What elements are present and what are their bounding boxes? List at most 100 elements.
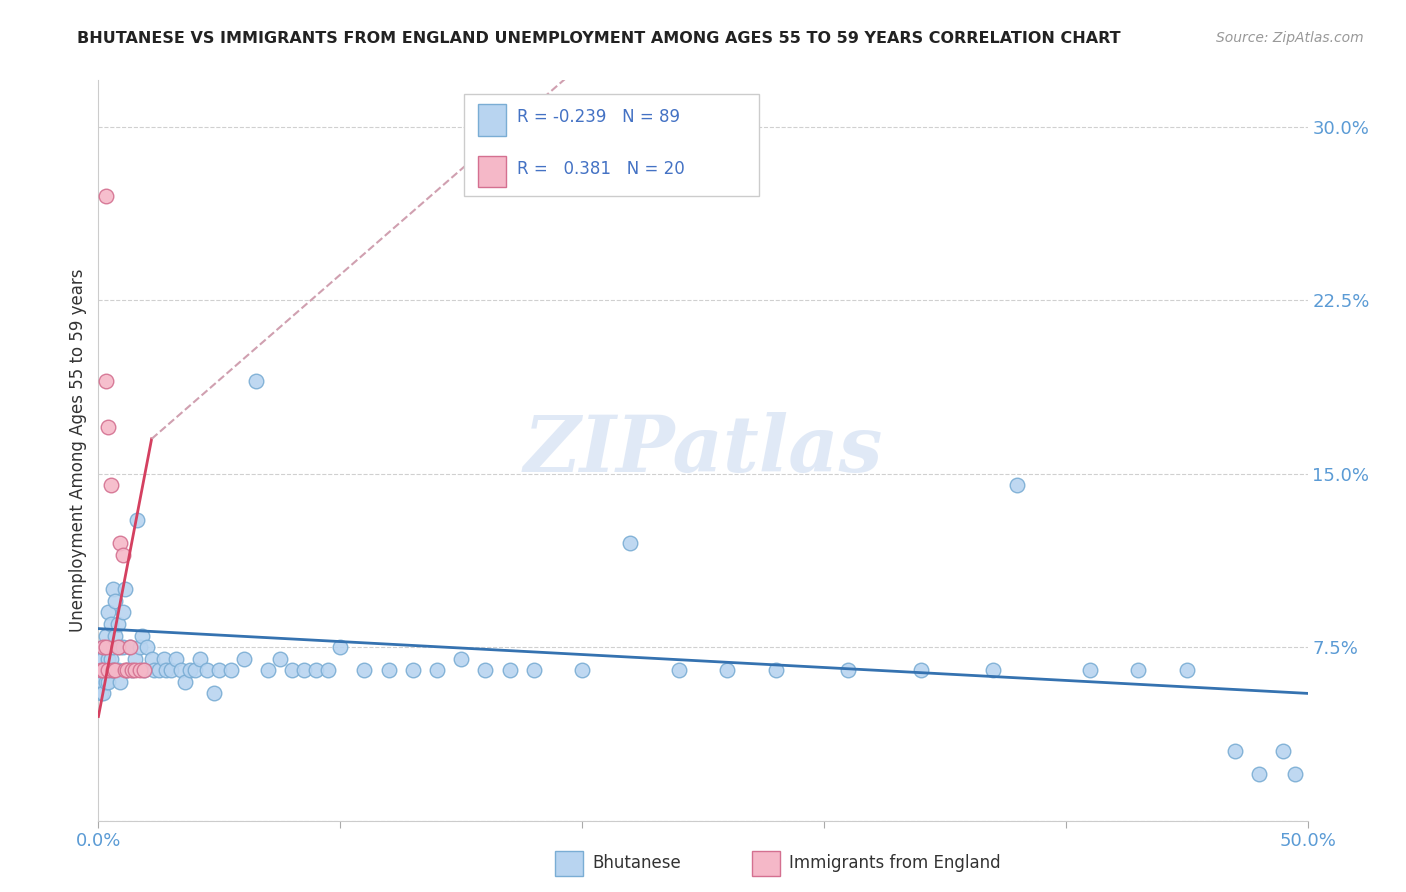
Text: ZIPatlas: ZIPatlas	[523, 412, 883, 489]
Point	[90, 686, 112, 700]
Point	[91, 663, 114, 677]
Point	[165, 651, 187, 665]
Point	[134, 663, 156, 677]
Y-axis label: Unemployment Among Ages 55 to 59 years: Unemployment Among Ages 55 to 59 years	[69, 268, 87, 632]
Point	[101, 640, 124, 654]
Point	[152, 651, 174, 665]
Point	[101, 663, 124, 677]
Point	[90, 663, 112, 677]
Point	[148, 663, 170, 677]
Point	[1175, 663, 1198, 677]
Point	[100, 651, 122, 665]
Text: Immigrants from England: Immigrants from England	[789, 855, 1001, 872]
Point	[108, 536, 131, 550]
Point	[474, 663, 496, 677]
Text: R = -0.239   N = 89: R = -0.239 N = 89	[517, 108, 681, 126]
Point	[91, 640, 114, 654]
Point	[94, 663, 117, 677]
Point	[377, 663, 399, 677]
Point	[498, 663, 520, 677]
Point	[121, 663, 143, 677]
Point	[101, 663, 124, 677]
Point	[104, 628, 127, 642]
Point	[179, 663, 201, 677]
Point	[104, 594, 127, 608]
Point	[90, 663, 112, 677]
Point	[281, 663, 304, 677]
Point	[90, 651, 112, 665]
Point	[1007, 478, 1029, 492]
Point	[124, 663, 146, 677]
Point	[107, 617, 129, 632]
Point	[111, 548, 134, 562]
Point	[100, 663, 122, 677]
Point	[188, 651, 211, 665]
Point	[232, 651, 254, 665]
Point	[94, 189, 117, 203]
Point	[107, 663, 129, 677]
Point	[108, 674, 131, 689]
Point	[91, 651, 114, 665]
Point	[160, 663, 183, 677]
Point	[131, 628, 153, 642]
Point	[107, 640, 129, 654]
Point	[97, 606, 120, 620]
Point	[94, 374, 117, 388]
Point	[184, 663, 207, 677]
Point	[128, 640, 150, 654]
Point	[571, 663, 593, 677]
Point	[426, 663, 449, 677]
Point	[1272, 744, 1295, 758]
Point	[97, 651, 120, 665]
Point	[100, 617, 122, 632]
Point	[353, 663, 375, 677]
Point	[101, 582, 124, 597]
Point	[292, 663, 315, 677]
Point	[204, 686, 226, 700]
Point	[90, 674, 112, 689]
Point	[450, 651, 472, 665]
Point	[117, 663, 139, 677]
Point	[305, 663, 328, 677]
Point	[117, 663, 139, 677]
Point	[94, 640, 117, 654]
Point	[1078, 663, 1101, 677]
Point	[94, 674, 117, 689]
Point	[108, 640, 131, 654]
Text: R =   0.381   N = 20: R = 0.381 N = 20	[517, 160, 685, 178]
Point	[910, 663, 932, 677]
Point	[668, 663, 690, 677]
Point	[127, 513, 149, 527]
Point	[208, 663, 231, 677]
Text: Bhutanese: Bhutanese	[592, 855, 681, 872]
Point	[141, 651, 163, 665]
Point	[169, 663, 191, 677]
Point	[1249, 767, 1271, 781]
Point	[174, 674, 197, 689]
Point	[765, 663, 787, 677]
Point	[121, 663, 143, 677]
Point	[97, 674, 120, 689]
Point	[97, 420, 120, 434]
Point	[1284, 767, 1306, 781]
Text: Source: ZipAtlas.com: Source: ZipAtlas.com	[1216, 31, 1364, 45]
Point	[1223, 744, 1246, 758]
Point	[981, 663, 1004, 677]
Point	[269, 651, 291, 665]
Point	[100, 478, 122, 492]
Point	[329, 640, 352, 654]
Point	[91, 663, 114, 677]
Point	[316, 663, 339, 677]
Point	[256, 663, 278, 677]
Point	[245, 374, 267, 388]
Point	[135, 640, 157, 654]
Point	[143, 663, 166, 677]
Point	[114, 582, 136, 597]
Point	[97, 663, 120, 677]
Point	[114, 663, 136, 677]
Point	[619, 536, 641, 550]
Point	[402, 663, 425, 677]
Point	[523, 663, 546, 677]
Point	[155, 663, 177, 677]
Point	[104, 663, 127, 677]
